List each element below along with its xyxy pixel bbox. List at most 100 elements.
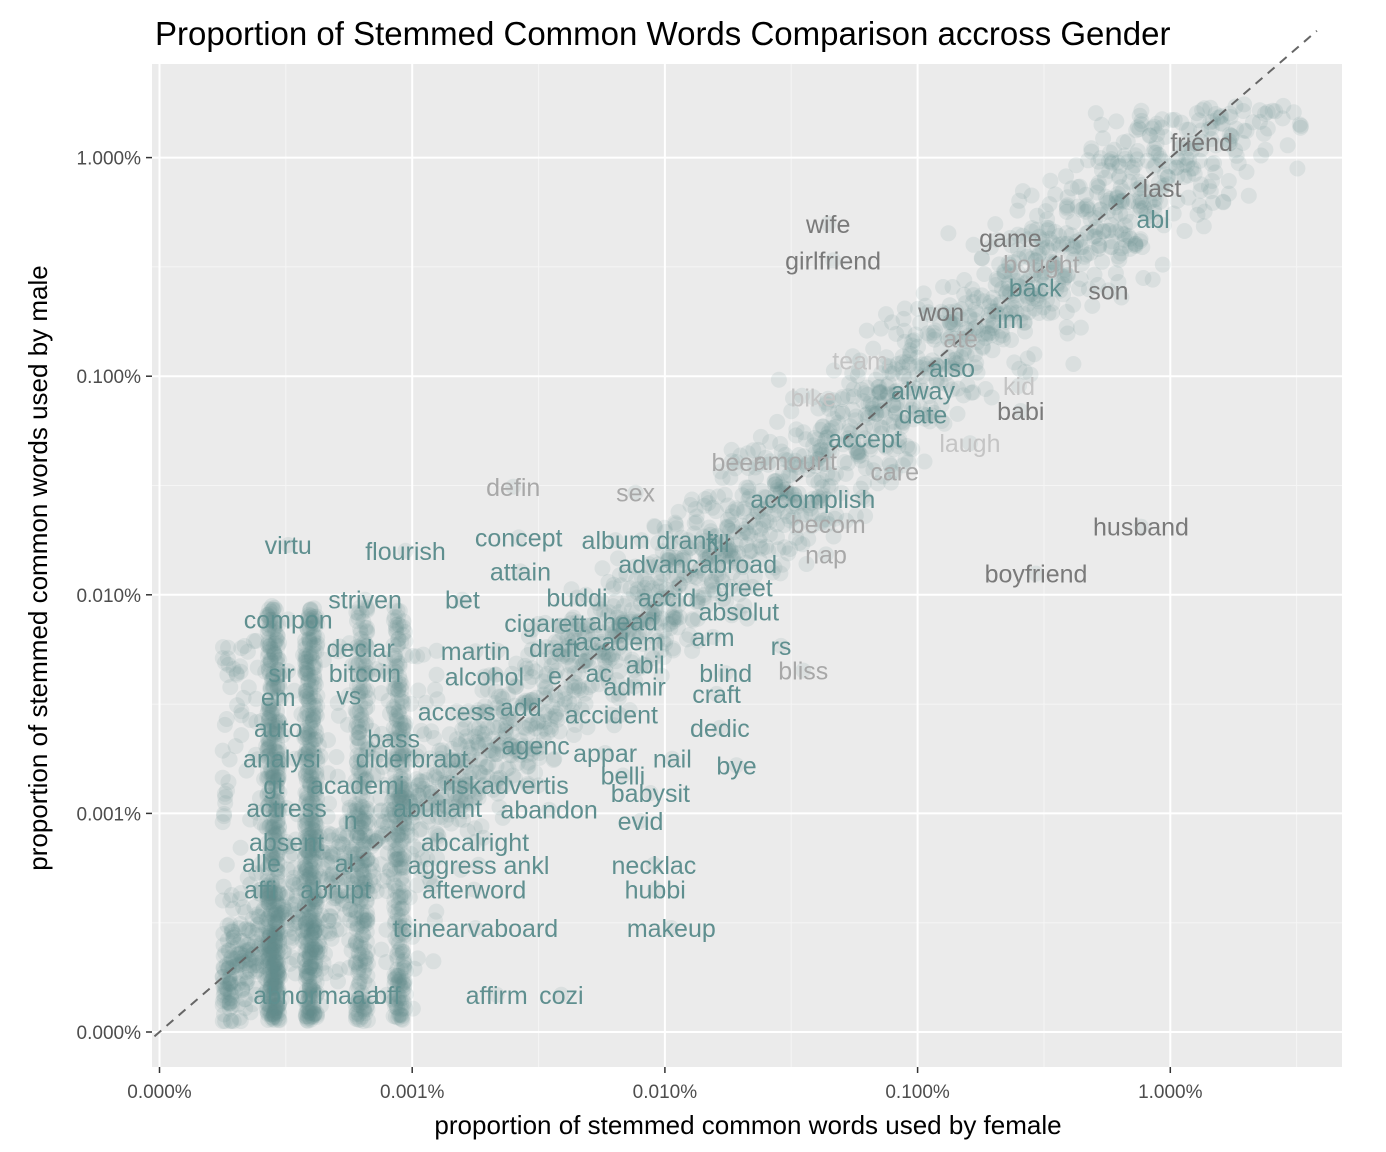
data-point <box>1055 276 1072 293</box>
data-point <box>340 856 357 873</box>
data-point <box>580 618 597 635</box>
word-label: draft <box>529 635 579 663</box>
data-point <box>664 608 681 625</box>
data-point <box>225 979 242 996</box>
data-point <box>1227 142 1244 159</box>
data-point <box>893 413 910 430</box>
data-point <box>887 404 904 421</box>
data-point <box>373 817 390 834</box>
data-point <box>1180 167 1197 184</box>
data-point <box>1168 149 1185 166</box>
data-point <box>425 878 442 895</box>
data-point <box>776 451 793 468</box>
data-point <box>769 413 786 430</box>
data-point <box>1080 281 1097 298</box>
data-point <box>325 890 342 907</box>
data-point <box>1009 202 1026 219</box>
data-point <box>457 754 474 771</box>
data-point <box>748 503 765 520</box>
data-point <box>491 799 508 816</box>
data-point <box>324 847 341 864</box>
data-point <box>434 775 451 792</box>
data-point <box>233 727 250 744</box>
data-point <box>318 851 335 868</box>
data-point <box>884 365 901 382</box>
data-point <box>338 871 355 888</box>
data-point <box>417 694 434 711</box>
data-point <box>715 548 732 564</box>
data-point <box>216 984 233 1001</box>
data-point <box>1150 146 1167 163</box>
data-point <box>994 280 1010 297</box>
data-point <box>902 345 919 362</box>
data-point <box>261 711 278 728</box>
data-point <box>322 848 339 865</box>
data-point <box>675 549 692 566</box>
word-label: craft <box>692 681 741 709</box>
data-point <box>947 351 964 368</box>
word-label: bye <box>716 752 756 780</box>
data-point <box>865 397 881 414</box>
data-point <box>996 263 1012 280</box>
data-point <box>1221 126 1238 143</box>
data-point <box>535 713 552 730</box>
word-label: ate <box>943 325 978 353</box>
data-point <box>219 666 236 683</box>
data-point <box>216 808 232 825</box>
data-point <box>898 354 915 371</box>
data-point <box>708 503 724 520</box>
data-point <box>802 500 819 517</box>
data-point <box>1194 102 1211 119</box>
data-point <box>635 636 652 653</box>
data-point <box>811 493 828 510</box>
data-point <box>1014 227 1031 244</box>
data-point <box>1012 312 1029 329</box>
data-point <box>581 658 598 675</box>
data-point <box>559 667 576 684</box>
data-point <box>426 767 443 784</box>
word-label: bff <box>373 982 400 1010</box>
data-point <box>1072 231 1089 248</box>
data-point <box>1005 299 1022 316</box>
data-points <box>214 96 1309 1030</box>
data-point <box>751 532 768 549</box>
data-point <box>384 756 401 773</box>
data-point <box>949 405 966 422</box>
data-point <box>536 706 553 723</box>
data-point <box>744 542 761 559</box>
y-tick-label: 0.100% <box>77 367 142 388</box>
data-point <box>1083 143 1100 160</box>
data-point <box>425 953 442 970</box>
data-point <box>221 994 238 1011</box>
data-point <box>965 236 982 253</box>
data-point <box>655 634 672 650</box>
data-point <box>262 997 279 1014</box>
data-point <box>549 711 566 728</box>
data-point <box>973 287 990 304</box>
data-point <box>668 592 685 609</box>
data-point <box>429 691 446 708</box>
word-label: son <box>1088 277 1128 305</box>
data-point <box>1046 255 1063 272</box>
data-point <box>1251 113 1268 130</box>
data-point <box>311 868 328 885</box>
data-point <box>471 751 488 768</box>
data-point <box>396 956 413 973</box>
data-point <box>840 430 857 447</box>
data-point <box>1019 350 1036 367</box>
data-point <box>339 870 356 887</box>
data-point <box>580 617 597 634</box>
data-point <box>1078 225 1095 242</box>
data-point <box>547 687 564 703</box>
data-point <box>225 900 241 917</box>
data-point <box>678 567 695 584</box>
major-gridlines <box>152 64 1342 1067</box>
data-point <box>331 827 348 844</box>
data-point <box>495 704 512 720</box>
data-point <box>299 921 316 938</box>
data-point <box>1072 319 1089 336</box>
data-point <box>965 287 982 304</box>
data-point <box>773 443 790 460</box>
data-point <box>344 657 361 674</box>
data-point <box>974 338 991 355</box>
